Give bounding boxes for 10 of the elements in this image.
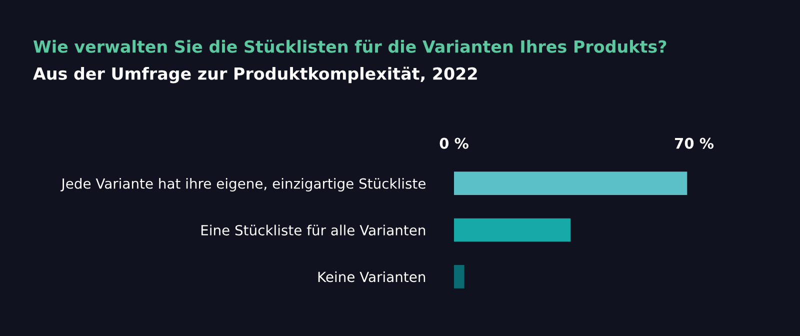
- x-tick-label: 0 %: [440, 138, 468, 149]
- y-tick-label: Keine Varianten: [318, 271, 426, 282]
- chart-title: Wie verwalten Sie die Stücklisten für die Varianten Ihres Produkts?: [33, 40, 666, 53]
- x-tick-label: 70 %: [674, 138, 714, 149]
- bar: [454, 218, 571, 242]
- text: Aus der Umfrage zur Produktkomplexität, 2022: [33, 66, 477, 84]
- y-tick-label: Jede Variante hat ihre eigene, einzigartige Stückliste: [60, 178, 426, 192]
- bar: [454, 265, 464, 288]
- bar: [454, 172, 688, 195]
- y-tick-label: Eine Stückliste für alle Varianten: [201, 224, 426, 236]
